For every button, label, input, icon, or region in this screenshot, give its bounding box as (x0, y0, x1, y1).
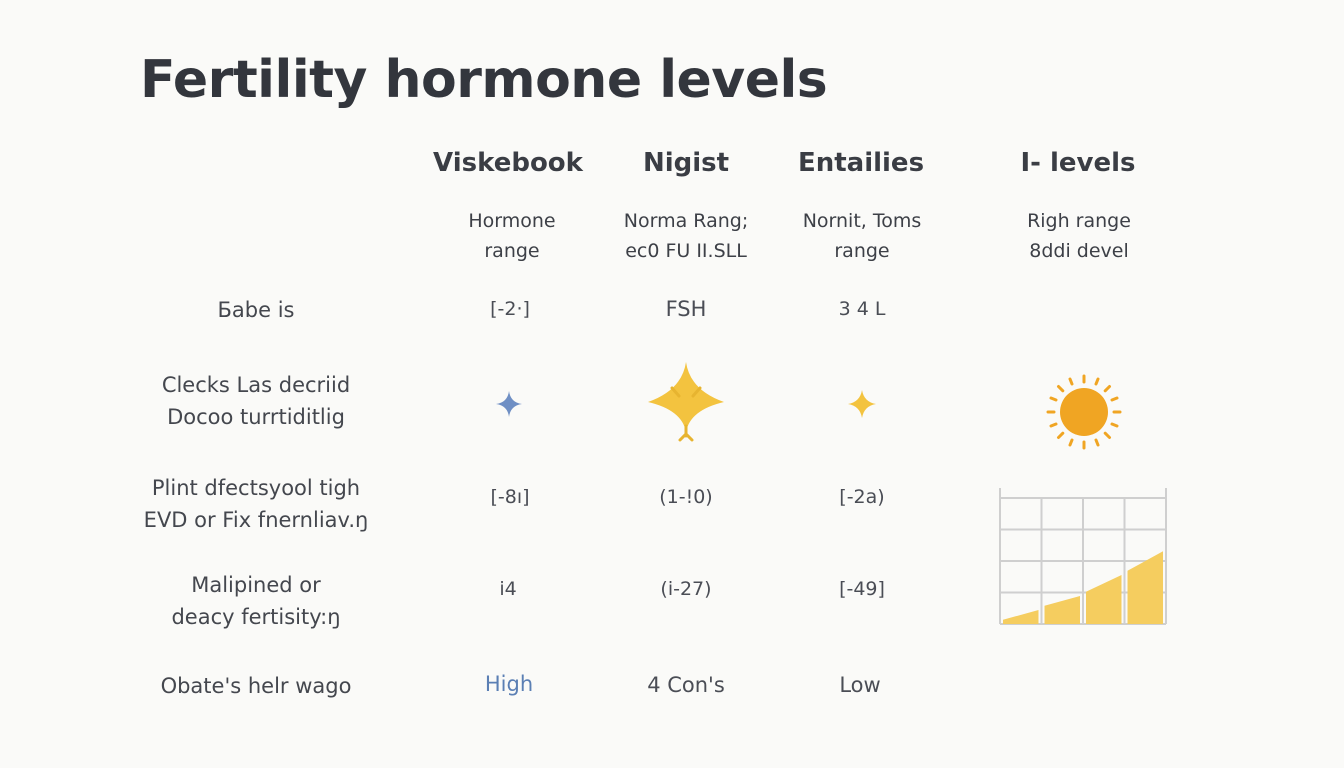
cell-r1-c2: FSH (665, 297, 707, 321)
page-title: Fertility hormone levels (140, 50, 828, 110)
cell-r5-c1: High (484, 672, 534, 696)
chart-bar (1003, 610, 1039, 624)
column-header-4: I- levels (1020, 148, 1136, 178)
column-subheader-4: Righ range 8ddi devel (1027, 210, 1131, 262)
cell-r1-c1: [-2·] (490, 298, 530, 320)
row-label-4: Malipined or deacy fertisity:ŋ (171, 573, 341, 629)
column-subheader-2: Norma Rang; ec0 FU II.SLL (623, 210, 749, 262)
column-header-2: Nigist (642, 148, 730, 178)
chart-bar (1127, 551, 1163, 624)
bar-chart (999, 488, 1167, 625)
row-label-2: Clecks Las decriid Docoo turrtiditlig (161, 373, 351, 429)
sparkle-gold-icon (648, 362, 724, 442)
cell-r5-c3: Low (839, 673, 881, 697)
cell-r3-c1: [-8ı] (490, 486, 530, 508)
cell-r4-c1: i4 (499, 578, 517, 600)
chart-bar (1044, 596, 1080, 624)
sparkle-blue-icon (496, 391, 522, 417)
column-header-1: Viskebook (433, 148, 583, 178)
chart-bar (1086, 575, 1122, 624)
row-label-3: Plint dfectsyool tigh EVD or Fix fnernli… (143, 476, 369, 532)
sparkle-small-gold-icon (848, 390, 876, 418)
cell-r4-c2: (i-27) (660, 578, 712, 600)
cell-r1-c3: 3 4 L (838, 298, 886, 320)
cell-r3-c3: [-2a) (839, 486, 885, 508)
column-subheader-3: Nornit, Toms range (802, 210, 922, 262)
cell-r4-c3: [-49] (839, 578, 885, 600)
sun-icon (1046, 374, 1122, 450)
column-header-3: Entailies (797, 148, 925, 178)
cell-r3-c2: (1-!0) (659, 486, 713, 508)
row-label-1: Бabe is (217, 298, 295, 322)
cell-r5-c2: 4 Con's (647, 673, 725, 697)
column-subheader-1: Hormone range (468, 210, 556, 262)
row-label-5: Obate's helr wago (160, 674, 352, 698)
